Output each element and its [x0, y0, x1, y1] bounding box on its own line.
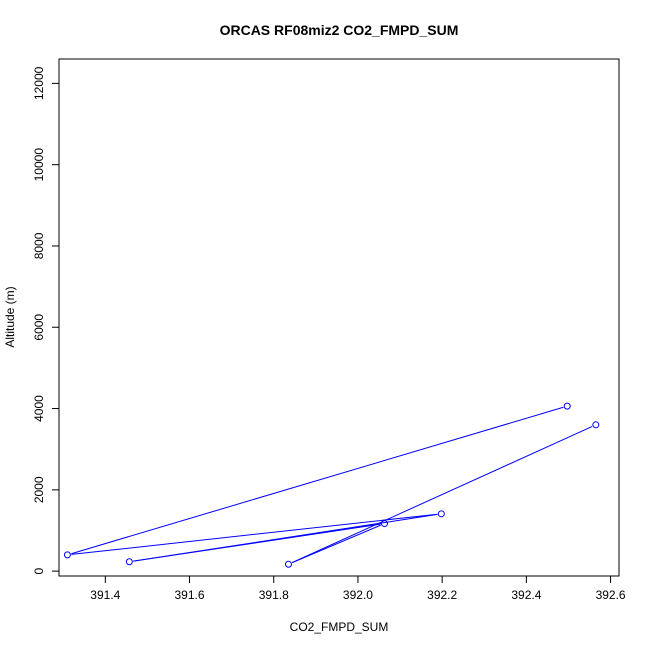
series-segment — [71, 406, 564, 555]
x-tick-label: 392.4 — [511, 588, 541, 602]
y-axis-label: Altitude (m) — [3, 286, 17, 347]
data-point — [284, 560, 292, 568]
series-segment — [71, 513, 438, 555]
data-point — [125, 558, 133, 566]
x-tick-label: 391.8 — [259, 588, 289, 602]
y-tick-label: 2000 — [32, 476, 46, 503]
y-tick-label: 12000 — [32, 66, 46, 100]
series-segment — [291, 524, 381, 564]
data-point — [563, 402, 571, 410]
x-tick-label: 392.6 — [596, 588, 626, 602]
y-axis: 0 2000 4000 6000 8000 10000 12000 — [32, 66, 60, 574]
series-layer — [63, 402, 600, 568]
y-tick-label: 10000 — [32, 148, 46, 182]
data-point — [380, 520, 388, 528]
x-axis-label: CO2_FMPD_SUM — [290, 620, 389, 634]
y-tick-label: 8000 — [32, 232, 46, 259]
x-tick-label: 391.6 — [175, 588, 205, 602]
data-point — [437, 510, 445, 518]
x-tick-label: 392.2 — [427, 588, 457, 602]
y-tick-label: 0 — [32, 567, 46, 574]
series-segment — [133, 513, 438, 562]
x-tick-label: 392.0 — [343, 588, 373, 602]
data-point — [63, 551, 71, 559]
data-point — [592, 421, 600, 429]
plot-frame — [58, 58, 620, 577]
chart-title: ORCAS RF08miz2 CO2_FMPD_SUM — [220, 22, 459, 38]
x-axis: 391.4 391.6 391.8 392.0 392.2 392.4 392.6 — [90, 575, 626, 602]
series-segment — [291, 425, 593, 564]
y-tick-label: 6000 — [32, 314, 46, 341]
y-tick-label: 4000 — [32, 395, 46, 422]
x-tick-label: 391.4 — [90, 588, 120, 602]
